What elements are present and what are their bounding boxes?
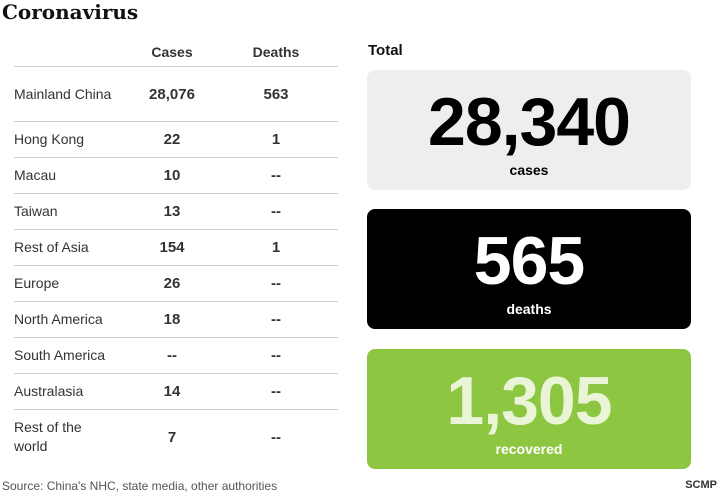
total-recovered-card: 1,305 recovered: [367, 349, 691, 469]
cases-value: --: [167, 347, 177, 364]
table-row: Europe 26 --: [14, 266, 338, 302]
deaths-value: --: [271, 347, 281, 364]
region-label: Taiwan: [14, 203, 58, 219]
region-label: North America: [14, 311, 103, 327]
cases-value: 7: [167, 428, 177, 446]
table-row: Macau 10 --: [14, 158, 338, 194]
cases-value: 10: [163, 167, 181, 184]
header-deaths: Deaths: [252, 44, 300, 60]
table-header: Cases Deaths: [14, 40, 338, 67]
stats-table: Cases Deaths Mainland China 28,076 563 H…: [14, 40, 338, 464]
cases-value: 14: [163, 383, 181, 400]
table-row: Australasia 14 --: [14, 374, 338, 410]
deaths-value: --: [271, 203, 281, 220]
total-recovered-value: 1,305: [446, 363, 612, 439]
region-label: Rest of Asia: [14, 239, 89, 255]
chart-title: Coronavirus: [2, 0, 139, 24]
cases-value: 28,076: [149, 85, 195, 103]
deaths-value: 1: [271, 131, 281, 148]
deaths-value: --: [271, 311, 281, 328]
table-row: South America -- --: [14, 338, 338, 374]
brand-logo: SCMP: [685, 479, 717, 491]
total-deaths-card: 565 deaths: [367, 209, 691, 329]
cases-value: 154: [159, 239, 185, 256]
total-deaths-label: deaths: [506, 301, 552, 317]
total-cases-label: cases: [509, 162, 549, 178]
table-row: Mainland China 28,076 563: [14, 67, 338, 122]
cases-value: 18: [163, 311, 181, 328]
deaths-value: --: [271, 275, 281, 292]
cases-value: 26: [163, 275, 181, 292]
deaths-value: 563: [263, 85, 289, 103]
source-note: Source: China's NHC, state media, other …: [2, 479, 278, 493]
table-row: Rest of Asia 154 1: [14, 230, 338, 266]
deaths-value: 1: [271, 239, 281, 256]
total-cases-value: 28,340: [428, 84, 631, 160]
table-row: North America 18 --: [14, 302, 338, 338]
total-cases-card: 28,340 cases: [367, 70, 691, 190]
cases-value: 22: [163, 131, 181, 148]
region-label: Mainland China: [14, 85, 112, 102]
table-row: Rest of the world 7 --: [14, 410, 338, 464]
deaths-value: --: [271, 383, 281, 400]
deaths-value: --: [271, 167, 281, 184]
deaths-value: --: [271, 428, 281, 446]
region-label: Australasia: [14, 383, 84, 399]
cases-value: 13: [163, 203, 181, 220]
table-row: Hong Kong 22 1: [14, 122, 338, 158]
total-recovered-label: recovered: [495, 441, 563, 457]
region-label: Europe: [14, 275, 60, 291]
header-cases: Cases: [151, 44, 193, 60]
region-label: South America: [14, 347, 106, 363]
region-label: Hong Kong: [14, 131, 85, 147]
region-label: Macau: [14, 167, 57, 183]
table-row: Taiwan 13 --: [14, 194, 338, 230]
region-label: Rest of the world: [14, 419, 82, 454]
total-deaths-value: 565: [473, 223, 585, 299]
total-heading: Total: [368, 42, 403, 59]
